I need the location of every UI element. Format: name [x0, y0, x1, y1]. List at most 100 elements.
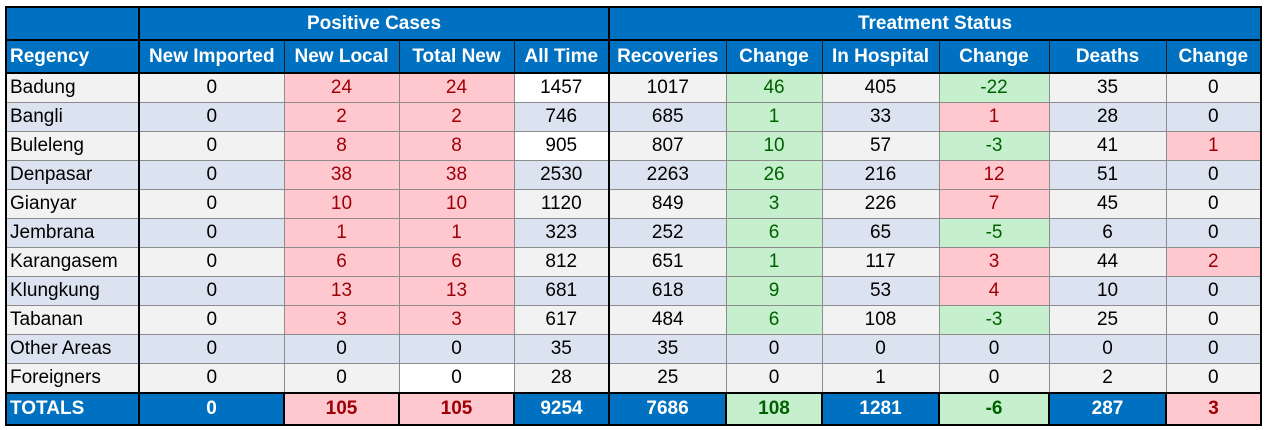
cell-in-hospital: 65	[821, 218, 940, 248]
cell-recoveries: 685	[608, 102, 727, 132]
table-row: Badung 0 24 24 1457 1017 46 405 -22 35 0	[5, 72, 1263, 103]
cell-new-imported: 0	[138, 189, 285, 219]
table-row: Karangasem 0 6 6 812 651 1 117 3 44 2	[5, 247, 1263, 277]
cell-regency: Other Areas	[5, 334, 140, 364]
column-header-total-new: Total New	[398, 39, 515, 74]
cell-in-hospital: 57	[821, 131, 940, 161]
totals-cell-deaths: 287	[1048, 392, 1168, 426]
cell-all-time: 746	[513, 102, 610, 132]
totals-row: TOTALS 0 105 105 9254 7686 108 1281 -6 287 3	[5, 392, 1263, 426]
totals-cell-in-hospital-change: -6	[938, 392, 1051, 426]
cell-deaths: 28	[1048, 102, 1167, 132]
cell-recoveries-change: 9	[725, 276, 823, 306]
cell-recoveries-change: 1	[725, 102, 823, 132]
cell-all-time: 1457	[513, 72, 610, 103]
cell-recoveries: 252	[608, 218, 727, 248]
cell-new-local: 13	[283, 276, 400, 306]
cell-deaths-change: 0	[1165, 363, 1263, 394]
table-row: Denpasar 0 38 38 2530 2263 26 216 12 51 0	[5, 160, 1263, 190]
column-header-in-hospital-change: Change	[938, 39, 1050, 74]
cell-in-hospital: 108	[821, 305, 940, 335]
cell-regency: Gianyar	[5, 189, 140, 219]
cell-all-time: 905	[513, 131, 610, 161]
cell-all-time: 617	[513, 305, 610, 335]
group-header-row: Positive Cases Treatment Status	[5, 6, 1263, 41]
cell-regency: Bangli	[5, 102, 140, 132]
cell-new-imported: 0	[138, 102, 285, 132]
cell-deaths: 25	[1048, 305, 1167, 335]
cell-deaths-change: 2	[1165, 247, 1263, 277]
column-header-row: Regency New Imported New Local Total New…	[5, 39, 1263, 74]
cell-new-imported: 0	[138, 160, 285, 190]
cell-all-time: 1120	[513, 189, 610, 219]
cell-all-time: 681	[513, 276, 610, 306]
cell-deaths-change: 0	[1165, 189, 1263, 219]
cell-in-hospital: 0	[821, 334, 940, 364]
column-header-recoveries: Recoveries	[608, 39, 727, 74]
covid-cases-table-container: Positive Cases Treatment Status Regency …	[5, 6, 1263, 426]
cell-deaths-change: 0	[1165, 72, 1263, 103]
cell-deaths: 6	[1048, 218, 1167, 248]
cell-total-new: 0	[398, 363, 515, 394]
group-header-positive-cases: Positive Cases	[137, 6, 611, 41]
cell-recoveries: 2263	[608, 160, 727, 190]
cell-deaths: 45	[1048, 189, 1167, 219]
cell-recoveries: 25	[608, 363, 727, 394]
cell-total-new: 1	[398, 218, 515, 248]
cell-in-hospital: 33	[821, 102, 940, 132]
cell-in-hospital-change: -3	[938, 131, 1050, 161]
totals-cell-new-imported: 0	[138, 392, 285, 426]
cell-recoveries: 618	[608, 276, 727, 306]
totals-cell-regency: TOTALS	[5, 392, 140, 426]
table-body: Badung 0 24 24 1457 1017 46 405 -22 35 0 Bangli 0 2 2 7…	[5, 72, 1263, 394]
cell-regency: Foreigners	[5, 363, 140, 394]
column-header-regency: Regency	[5, 39, 140, 74]
cell-in-hospital-change: 1	[938, 102, 1050, 132]
totals-cell-recoveries-change: 108	[725, 392, 824, 426]
cell-deaths-change: 0	[1165, 218, 1263, 248]
cell-deaths: 51	[1048, 160, 1167, 190]
cell-recoveries: 651	[608, 247, 727, 277]
cell-total-new: 6	[398, 247, 515, 277]
column-header-new-imported: New Imported	[138, 39, 285, 74]
group-header-blank	[5, 6, 140, 41]
cell-in-hospital-change: -22	[938, 72, 1050, 103]
cell-new-local: 10	[283, 189, 400, 219]
totals-cell-all-time: 9254	[512, 392, 611, 426]
cell-recoveries-change: 6	[725, 305, 823, 335]
cell-all-time: 2530	[513, 160, 610, 190]
totals-cell-recoveries: 7686	[608, 392, 728, 426]
cell-recoveries: 35	[608, 334, 727, 364]
cell-new-imported: 0	[138, 363, 285, 394]
cell-new-local: 3	[283, 305, 400, 335]
cell-in-hospital-change: 0	[938, 363, 1050, 394]
cell-regency: Badung	[5, 72, 140, 103]
cell-in-hospital: 53	[821, 276, 940, 306]
cell-new-imported: 0	[138, 276, 285, 306]
cell-total-new: 13	[398, 276, 515, 306]
group-header-treatment-status: Treatment Status	[608, 6, 1263, 41]
cell-recoveries-change: 1	[725, 247, 823, 277]
cell-in-hospital: 226	[821, 189, 940, 219]
cell-in-hospital: 405	[821, 72, 940, 103]
cell-recoveries-change: 3	[725, 189, 823, 219]
cell-regency: Karangasem	[5, 247, 140, 277]
cell-total-new: 38	[398, 160, 515, 190]
cell-new-local: 2	[283, 102, 400, 132]
totals-cell-deaths-change: 3	[1165, 392, 1263, 426]
cell-total-new: 10	[398, 189, 515, 219]
column-header-all-time: All Time	[513, 39, 610, 74]
column-header-deaths: Deaths	[1048, 39, 1167, 74]
column-header-recoveries-change: Change	[725, 39, 823, 74]
cell-recoveries: 1017	[608, 72, 727, 103]
cell-total-new: 24	[398, 72, 515, 103]
cell-in-hospital-change: 4	[938, 276, 1050, 306]
cell-regency: Buleleng	[5, 131, 140, 161]
table-row: Gianyar 0 10 10 1120 849 3 226 7 45 0	[5, 189, 1263, 219]
cell-in-hospital-change: 7	[938, 189, 1050, 219]
cell-recoveries-change: 26	[725, 160, 823, 190]
table-row: Bangli 0 2 2 746 685 1 33 1 28 0	[5, 102, 1263, 132]
cell-recoveries-change: 10	[725, 131, 823, 161]
cell-deaths: 0	[1048, 334, 1167, 364]
cell-all-time: 28	[513, 363, 610, 394]
